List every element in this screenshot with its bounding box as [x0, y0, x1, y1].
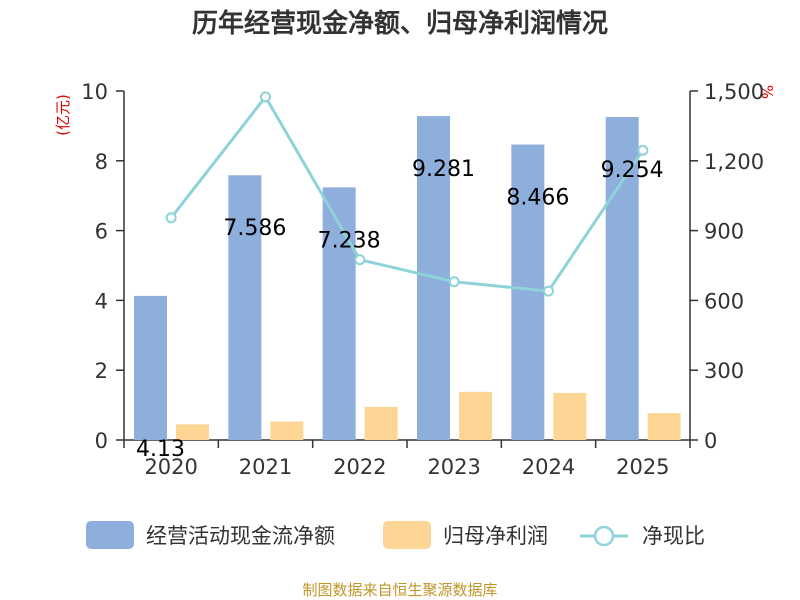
bar-cashflow [134, 295, 167, 440]
ratio-point [165, 212, 177, 224]
ratio-point [448, 276, 460, 288]
legend-swatch-cashflow [86, 521, 134, 549]
right-tick-label: 1,500 [704, 80, 764, 104]
bars [134, 116, 681, 440]
left-tick-label: 4 [95, 289, 108, 313]
bar-data-label: 8.466 [506, 186, 569, 211]
ratio-point [637, 144, 649, 156]
x-tick-label: 2020 [144, 455, 197, 479]
axes: 0 2 4 6 8 10 0 300 600 900 1,200 1,500 2020 2021 2022 2… [81, 80, 764, 479]
bar-cashflow [322, 187, 356, 440]
bar-profit [364, 406, 398, 440]
ratio-point [354, 254, 366, 266]
x-tick-label: 2025 [616, 455, 669, 479]
ratio-point [543, 285, 554, 297]
bar-profit [647, 413, 681, 440]
right-tick-label: 300 [704, 359, 744, 383]
x-tick-label: 2021 [239, 455, 292, 479]
bar-profit [270, 421, 304, 440]
legend-label-profit: 归母净利润 [443, 524, 548, 548]
legend-label-cashflow: 经营活动现金流净额 [146, 524, 335, 548]
bar-profit [176, 424, 209, 440]
bar-profit [553, 392, 587, 440]
left-tick-label: 2 [95, 359, 108, 383]
legend: 经营活动现金流净额 归母净利润 净现比 [86, 521, 705, 549]
legend-marker-ratio [593, 525, 615, 547]
bar-cashflow [228, 175, 262, 440]
left-axis-unit: (亿元) [54, 94, 72, 136]
left-tick-label: 10 [81, 80, 108, 104]
ratio-polyline [169, 95, 645, 293]
x-tick-label: 2023 [427, 455, 480, 479]
bar-data-label: 4.13 [136, 437, 185, 462]
data-labels: 4.13 7.586 7.238 9.281 8.466 9.254 [136, 157, 664, 462]
x-tick-label: 2022 [333, 455, 386, 479]
bar-data-label: 9.254 [601, 158, 664, 183]
bar-cashflow [605, 117, 639, 440]
source-footer: 制图数据来自恒生聚源数据库 [302, 581, 497, 599]
right-tick-label: 900 [704, 220, 744, 244]
legend-swatch-profit [383, 521, 431, 549]
bar-data-label: 7.238 [318, 228, 381, 253]
right-tick-label: 1,200 [704, 150, 764, 174]
right-tick-label: 0 [704, 429, 717, 453]
ratio-line [165, 91, 649, 297]
bar-data-label: 9.281 [412, 157, 475, 182]
left-tick-label: 6 [95, 220, 108, 244]
x-tick-label: 2024 [522, 455, 575, 479]
bar-data-label: 7.586 [223, 216, 286, 241]
left-tick-label: 8 [95, 150, 108, 174]
bar-cashflow [511, 144, 545, 440]
bar-profit [459, 391, 492, 440]
left-tick-label: 0 [95, 429, 108, 453]
right-axis-unit: % [758, 85, 776, 99]
chart-title: 历年经营现金净额、归母净利润情况 [192, 8, 608, 39]
legend-label-ratio: 净现比 [642, 524, 705, 548]
right-tick-label: 600 [704, 289, 744, 313]
ratio-point [260, 91, 271, 103]
